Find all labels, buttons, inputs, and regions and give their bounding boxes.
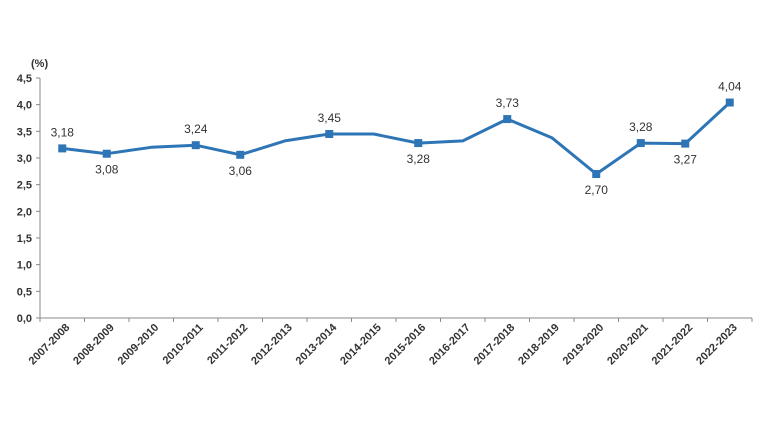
- x-tick-label: 2009-2010: [116, 322, 162, 368]
- data-point-marker: [58, 144, 67, 153]
- data-label: 2,70: [585, 183, 609, 197]
- x-tick-label: 2018-2019: [516, 322, 562, 368]
- x-tick-label: 2011-2012: [205, 322, 250, 367]
- data-point-marker: [681, 139, 690, 148]
- y-tick-label: 4,0: [17, 100, 32, 112]
- data-point-marker: [636, 139, 645, 148]
- data-point-marker: [325, 130, 334, 138]
- y-tick-label: 0,0: [17, 313, 32, 325]
- data-label: 3,08: [95, 163, 119, 177]
- x-tick-label: 2010-2011: [161, 322, 206, 367]
- data-labels: 3,18 3,08 3,24 3,06 3,45 3,28 3,73 2,70 3,28 3,27…: [51, 80, 742, 197]
- x-tick-label: 2022-2023: [694, 322, 740, 368]
- data-label: 3,18: [51, 125, 75, 139]
- y-tick-label: 1,5: [17, 233, 32, 245]
- x-tick-label: 2016-2017: [427, 322, 473, 368]
- series-line: [60, 101, 732, 176]
- x-tick-label: 2019-2020: [561, 322, 607, 368]
- data-point-marker: [102, 149, 111, 158]
- y-axis-unit-label: (%): [31, 58, 48, 70]
- y-tick-label: 2,0: [17, 206, 32, 218]
- data-point-marker: [592, 170, 601, 178]
- data-label: 3,45: [318, 111, 342, 125]
- data-point-marker: [725, 98, 734, 107]
- x-tick-label: 2014-2015: [338, 322, 384, 368]
- x-tick-label: 2017-2018: [472, 322, 518, 368]
- y-tick-label: 0,5: [17, 286, 32, 298]
- x-tick-label: 2012-2013: [249, 322, 295, 368]
- x-tick-label: 2007-2008: [27, 322, 73, 368]
- x-tick-label: 2008-2009: [71, 322, 117, 368]
- data-point-marker: [414, 139, 423, 148]
- y-axis-ticks: 0,0 0,5 1,0 1,5 2,0 2,5 3,0 3,5 4,0 4,5: [17, 73, 40, 325]
- data-point-marker: [191, 141, 200, 150]
- y-tick-label: 3,5: [17, 126, 32, 138]
- data-label: 3,28: [407, 152, 431, 166]
- data-label: 4,04: [718, 80, 742, 94]
- data-label: 3,24: [184, 122, 208, 136]
- x-tick-label: 2021-2022: [650, 322, 696, 368]
- data-label: 3,27: [674, 153, 698, 167]
- data-markers: [58, 98, 734, 178]
- y-tick-label: 1,0: [17, 260, 32, 272]
- data-label: 3,06: [229, 164, 253, 178]
- x-tick-label: 2015-2016: [383, 322, 429, 368]
- data-point-marker: [236, 150, 245, 159]
- y-tick-label: 3,0: [17, 153, 32, 165]
- data-point-marker: [503, 115, 512, 124]
- y-tick-label: 4,5: [17, 73, 32, 85]
- y-tick-label: 2,5: [17, 180, 32, 192]
- data-label: 3,73: [496, 96, 520, 110]
- x-tick-label: 2020-2021: [605, 322, 651, 368]
- data-label: 3,28: [629, 120, 653, 134]
- x-tick-label: 2013-2014: [294, 321, 340, 367]
